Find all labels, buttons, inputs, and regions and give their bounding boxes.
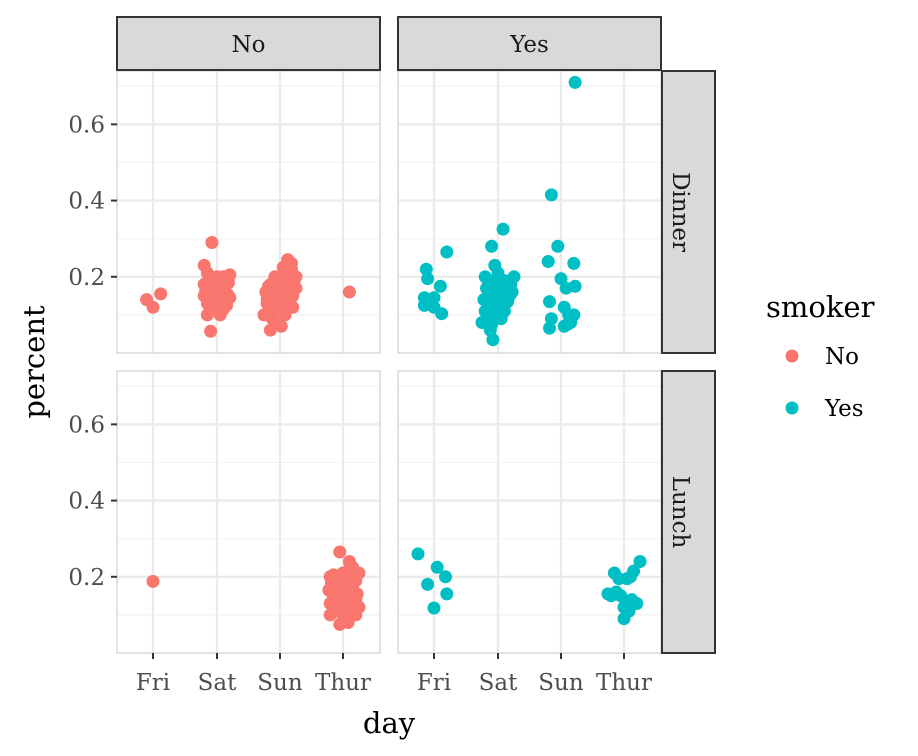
data-point xyxy=(567,308,581,322)
data-point xyxy=(419,262,433,276)
data-point xyxy=(439,570,452,584)
strip-label-lunch: Lunch xyxy=(667,476,693,549)
legend-key-yes xyxy=(785,401,799,415)
data-point xyxy=(146,300,160,314)
legend-label-yes: Yes xyxy=(824,396,864,422)
panel-background xyxy=(398,371,661,653)
legend-label-no: No xyxy=(825,344,859,370)
x-axis-title: day xyxy=(363,706,416,740)
data-point xyxy=(622,604,636,618)
data-point xyxy=(289,281,303,295)
data-point xyxy=(267,306,281,320)
data-point xyxy=(486,333,500,347)
strip-label-yes: Yes xyxy=(509,32,549,58)
data-point xyxy=(440,587,454,601)
data-point xyxy=(491,266,505,280)
data-point xyxy=(544,312,558,326)
data-point xyxy=(342,285,356,299)
panel-no-dinner xyxy=(116,70,381,354)
data-point xyxy=(554,272,568,286)
legend-title: smoker xyxy=(766,290,875,324)
y-tick-label: 0.4 xyxy=(68,189,105,215)
strip-yes xyxy=(397,16,662,71)
panel-yes-lunch xyxy=(397,370,662,654)
data-point xyxy=(543,295,556,309)
data-point xyxy=(273,274,287,288)
data-point xyxy=(427,601,441,615)
data-point xyxy=(478,270,492,284)
y-tick-label: 0.6 xyxy=(68,112,105,138)
strip-dinner xyxy=(661,70,716,354)
data-point xyxy=(325,576,338,589)
data-point xyxy=(200,308,214,322)
data-point xyxy=(507,270,521,284)
panel-background xyxy=(398,71,661,353)
data-point xyxy=(568,75,582,89)
data-point xyxy=(286,300,300,314)
data-point xyxy=(333,545,347,559)
data-point xyxy=(260,293,274,307)
data-point xyxy=(551,239,565,253)
data-point xyxy=(274,319,288,333)
x-tick-label: Thur xyxy=(315,670,371,696)
data-point xyxy=(427,291,441,305)
data-point xyxy=(213,308,227,322)
data-point xyxy=(544,188,558,202)
strip-label-dinner: Dinner xyxy=(667,172,693,252)
data-point xyxy=(440,245,454,259)
x-tick-label: Sat xyxy=(198,670,237,696)
y-tick-label: 0.4 xyxy=(68,489,105,515)
data-point xyxy=(567,256,581,270)
x-tick-label: Sat xyxy=(479,670,518,696)
panel-yes-dinner xyxy=(397,70,662,354)
y-axis-title: percent xyxy=(17,305,51,419)
data-point xyxy=(501,295,515,309)
data-point xyxy=(430,560,444,574)
data-point xyxy=(341,564,355,578)
data-point xyxy=(154,287,168,301)
data-point xyxy=(633,555,647,568)
data-point xyxy=(336,583,350,597)
data-point xyxy=(350,587,364,601)
data-point xyxy=(204,324,218,338)
data-point xyxy=(205,236,219,249)
y-tick-label: 0.2 xyxy=(68,565,105,591)
data-point xyxy=(481,308,495,322)
panel-background xyxy=(117,71,380,353)
data-point xyxy=(485,239,499,253)
y-tick-label: 0.6 xyxy=(68,412,105,438)
data-point xyxy=(541,255,555,268)
legend: smoker No Yes xyxy=(766,290,875,422)
legend-key-no xyxy=(785,349,799,363)
x-tick-label: Sun xyxy=(538,670,584,696)
strip-lunch xyxy=(661,370,716,654)
x-tick-label: Sun xyxy=(257,670,303,696)
data-point xyxy=(496,222,510,236)
x-tick-label: Fri xyxy=(417,670,451,696)
strip-label-no: No xyxy=(232,32,266,58)
y-tick-label: 0.2 xyxy=(68,265,105,291)
data-point xyxy=(146,574,160,588)
panel-border xyxy=(116,370,381,654)
data-point xyxy=(477,293,491,307)
data-point xyxy=(421,577,435,591)
data-point xyxy=(627,564,641,578)
data-point xyxy=(411,547,425,561)
data-point xyxy=(433,279,447,293)
x-tick-label: Thur xyxy=(596,670,652,696)
x-tick-label: Fri xyxy=(136,670,170,696)
data-point xyxy=(421,272,435,286)
data-point xyxy=(568,279,582,293)
data-point xyxy=(341,616,355,629)
strip-no xyxy=(116,16,381,71)
data-point xyxy=(435,307,449,321)
